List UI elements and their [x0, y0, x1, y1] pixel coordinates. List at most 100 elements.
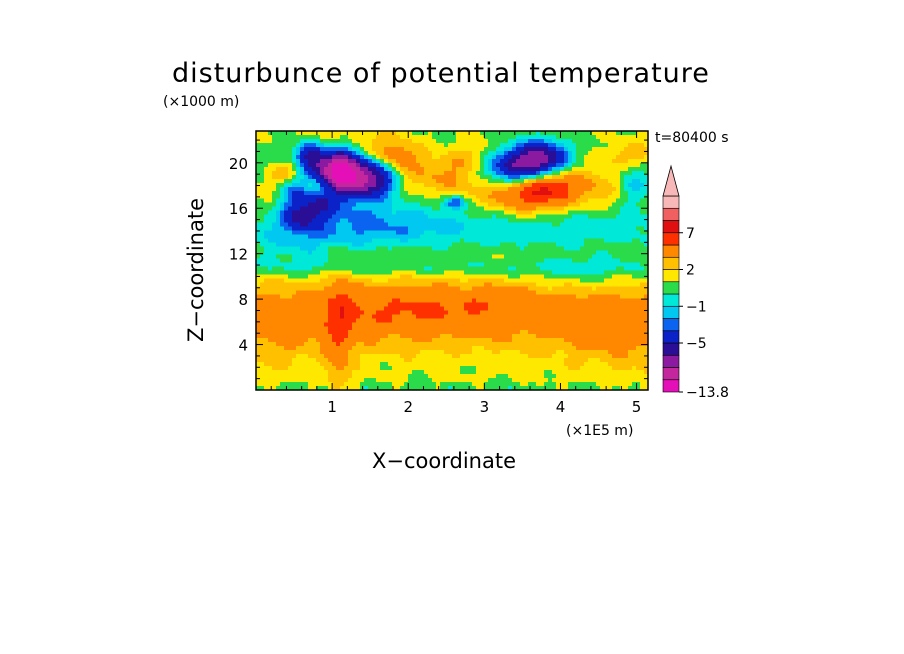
- field-cell: [404, 206, 409, 212]
- field-cell: [632, 166, 637, 172]
- field-cell: [644, 154, 649, 160]
- field-cell: [256, 282, 261, 287]
- field-cell: [620, 162, 625, 168]
- field-cell: [492, 238, 497, 244]
- field-cell: [560, 158, 565, 164]
- field-cell: [408, 138, 413, 144]
- field-cell: [612, 290, 617, 295]
- field-cell: [480, 170, 485, 176]
- field-cell: [608, 190, 613, 196]
- field-cell: [464, 294, 469, 299]
- field-cell: [476, 214, 481, 220]
- field-cell: [388, 158, 393, 164]
- field-cell: [276, 150, 281, 156]
- field-cell: [480, 234, 485, 240]
- field-cell: [552, 230, 557, 236]
- field-cell: [400, 190, 405, 196]
- field-cell: [564, 322, 569, 327]
- field-cell: [536, 318, 541, 323]
- field-cell: [276, 286, 281, 291]
- field-cell: [504, 314, 509, 319]
- field-cell: [380, 286, 385, 291]
- field-cell: [480, 286, 485, 291]
- field-cell: [412, 322, 417, 327]
- field-cell: [428, 266, 433, 272]
- field-cell: [532, 162, 537, 168]
- field-cell: [336, 230, 341, 236]
- field-cell: [400, 266, 405, 272]
- field-cell: [536, 286, 541, 291]
- field-cell: [500, 178, 505, 184]
- field-cell: [476, 298, 481, 303]
- field-cell: [296, 306, 301, 311]
- field-cell: [436, 294, 441, 299]
- field-cell: [624, 218, 629, 224]
- field-cell: [460, 190, 465, 196]
- field-cell: [592, 294, 597, 299]
- field-cell: [416, 138, 421, 144]
- field-cell: [616, 131, 621, 136]
- field-cell: [580, 174, 585, 180]
- field-cell: [624, 150, 629, 156]
- field-cell: [336, 258, 341, 264]
- field-cell: [428, 250, 433, 256]
- field-cell: [368, 202, 373, 208]
- field-cell: [556, 131, 561, 136]
- field-cell: [488, 230, 493, 236]
- field-cell: [500, 202, 505, 208]
- field-cell: [496, 278, 501, 284]
- field-cell: [264, 230, 269, 236]
- field-cell: [636, 138, 641, 144]
- field-cell: [420, 138, 425, 144]
- field-cell: [548, 198, 553, 204]
- field-cell: [276, 238, 281, 244]
- field-cell: [536, 222, 541, 228]
- field-cell: [368, 146, 373, 152]
- field-cell: [584, 158, 589, 164]
- field-cell: [544, 302, 549, 307]
- field-cell: [312, 214, 317, 220]
- field-cell: [520, 258, 525, 264]
- field-cell: [448, 234, 453, 240]
- field-cell: [296, 226, 301, 232]
- field-cell: [480, 206, 485, 212]
- field-cell: [452, 266, 457, 272]
- field-cell: [624, 326, 629, 331]
- field-cell: [296, 282, 301, 287]
- field-cell: [420, 222, 425, 228]
- field-cell: [448, 242, 453, 248]
- field-cell: [492, 298, 497, 303]
- field-cell: [564, 154, 569, 160]
- field-cell: [456, 142, 461, 148]
- field-cell: [280, 234, 285, 240]
- field-cell: [284, 134, 289, 140]
- field-cell: [440, 286, 445, 291]
- field-cell: [624, 194, 629, 200]
- field-cell: [520, 174, 525, 180]
- field-cell: [632, 322, 637, 327]
- field-cell: [364, 322, 369, 327]
- field-cell: [432, 174, 437, 180]
- field-cell: [500, 254, 505, 260]
- field-cell: [292, 250, 297, 256]
- field-cell: [504, 258, 509, 264]
- field-cell: [640, 202, 645, 208]
- field-cell: [600, 162, 605, 168]
- field-cell: [320, 294, 325, 299]
- field-cell: [328, 154, 333, 160]
- field-cell: [504, 134, 509, 140]
- field-cell: [400, 310, 405, 315]
- field-cell: [428, 146, 433, 152]
- field-cell: [272, 174, 277, 180]
- field-cell: [344, 326, 349, 331]
- field-cell: [536, 226, 541, 232]
- field-cell: [332, 330, 337, 335]
- field-cell: [308, 298, 313, 303]
- field-cell: [432, 310, 437, 315]
- field-cell: [304, 290, 309, 295]
- field-cell: [644, 266, 649, 272]
- field-cell: [368, 318, 373, 323]
- field-cell: [428, 318, 433, 323]
- field-cell: [328, 142, 333, 148]
- field-cell: [572, 194, 577, 200]
